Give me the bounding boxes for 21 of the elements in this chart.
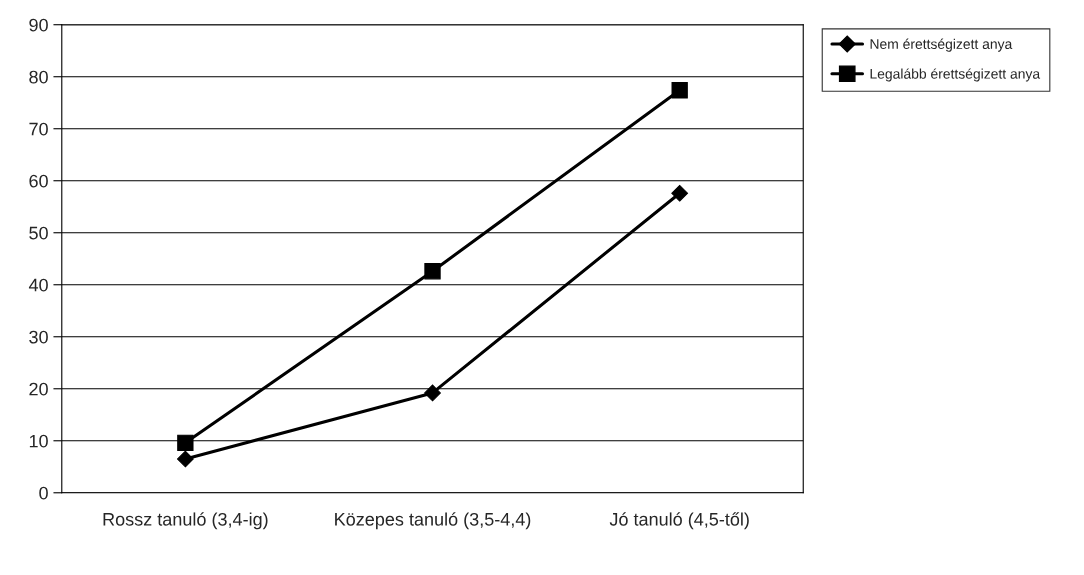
y-tick-label: 10 bbox=[29, 434, 48, 448]
y-tick-label: 20 bbox=[29, 382, 48, 396]
point bbox=[671, 184, 689, 202]
point bbox=[176, 450, 194, 468]
y-tick-label: 60 bbox=[29, 174, 48, 188]
point bbox=[671, 82, 688, 99]
point bbox=[177, 434, 194, 452]
legend-label: Legalább érettségizett anya bbox=[870, 68, 1041, 82]
y-tick-label: 40 bbox=[28, 278, 48, 292]
y-tick-label: 50 bbox=[29, 226, 48, 240]
legend-label: Nem érettségizett anya bbox=[870, 38, 1013, 52]
x-tick-label: Rossz tanuló (3,4-ig) bbox=[103, 512, 268, 530]
y-tick-label: 30 bbox=[29, 330, 48, 344]
y-tick-label: 70 bbox=[29, 122, 48, 136]
y-tick-label: 90 bbox=[29, 18, 48, 32]
point bbox=[424, 263, 441, 280]
x-tick-label: Jó tanuló (4,5-től) bbox=[609, 512, 749, 530]
x-tick-label: Közepes tanuló (3,5-4,4) bbox=[335, 512, 531, 530]
y-tick-label: 80 bbox=[29, 70, 48, 84]
y-tick-label: 0 bbox=[39, 486, 48, 500]
point bbox=[424, 384, 441, 402]
